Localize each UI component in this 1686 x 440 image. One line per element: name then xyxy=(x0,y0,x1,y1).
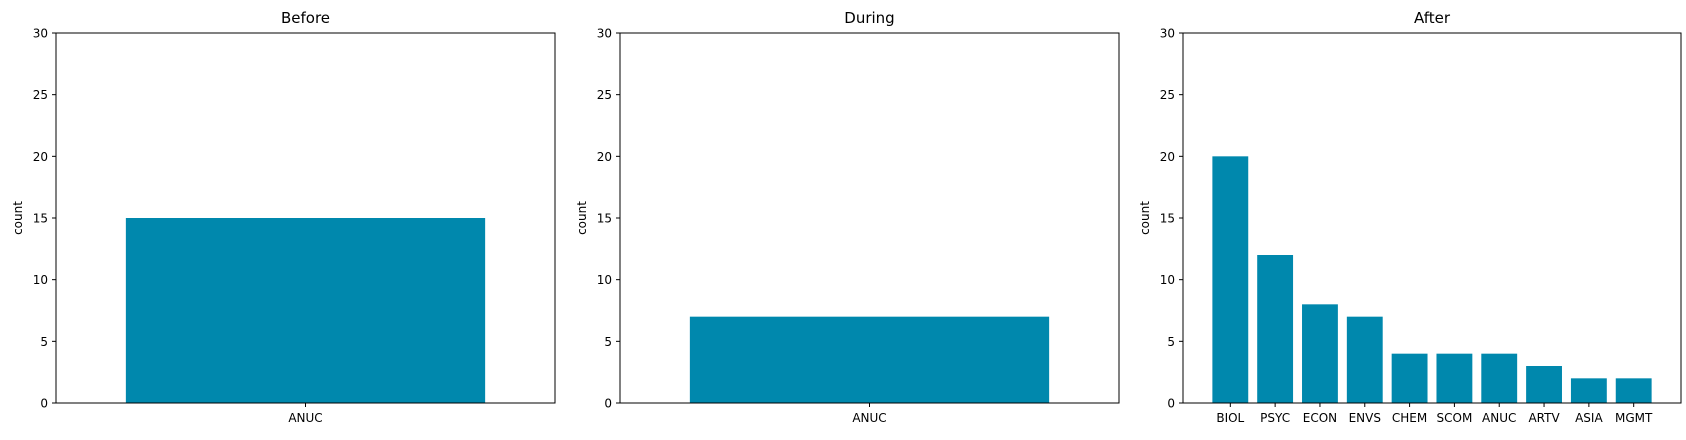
y-tick-label: 15 xyxy=(597,212,612,226)
y-tick-label: 30 xyxy=(1160,27,1175,41)
chart-title: Before xyxy=(281,9,330,27)
bar-anuc xyxy=(689,316,1050,403)
y-tick-label: 30 xyxy=(33,27,48,41)
y-tick-label: 5 xyxy=(1167,335,1175,349)
during-chart-panel: ANUC 0 5 10 15 20 25 30 count During xyxy=(575,9,1120,425)
bar-anuc xyxy=(125,218,486,403)
y-tick-label: 10 xyxy=(33,273,48,287)
y-tick-label: 20 xyxy=(33,150,48,164)
bar-chem xyxy=(1391,353,1428,403)
bar-biol xyxy=(1212,156,1249,403)
y-tick-label: 30 xyxy=(597,27,612,41)
after-chart-panel: BIOL PSYC ECON ENVS CHEM SCOM ANUC ARTV ASIA MGMT… xyxy=(1138,9,1682,425)
y-tick-label: 20 xyxy=(597,150,612,164)
y-axis-label: count xyxy=(575,201,589,235)
bar-artv xyxy=(1526,366,1562,403)
bar-scom xyxy=(1436,353,1473,403)
x-tick-label: ECON xyxy=(1303,411,1337,425)
y-tick-label: 5 xyxy=(40,335,48,349)
y-tick-label: 0 xyxy=(1167,397,1175,411)
y-tick-label: 15 xyxy=(33,212,48,226)
before-chart-panel: ANUC 0 5 10 15 20 25 30 count Before xyxy=(11,9,556,425)
x-tick-label: PSYC xyxy=(1260,411,1290,425)
bar-mgmt xyxy=(1615,378,1652,403)
x-tick-label: ANUC xyxy=(852,411,886,425)
bar-psyc xyxy=(1257,255,1294,403)
x-tick-label: SCOM xyxy=(1437,411,1473,425)
y-axis-label: count xyxy=(1138,201,1152,235)
x-tick-label: ASIA xyxy=(1575,411,1603,425)
bar-envs xyxy=(1346,316,1383,403)
chart-title: After xyxy=(1414,9,1451,27)
plot-frame xyxy=(1182,32,1682,404)
y-tick-label: 10 xyxy=(1160,273,1175,287)
x-tick-label: ENVS xyxy=(1349,411,1381,425)
plot-frame xyxy=(55,32,556,404)
x-tick-label: CHEM xyxy=(1392,411,1427,425)
x-tick-label: MGMT xyxy=(1615,411,1653,425)
x-tick-label: ARTV xyxy=(1528,411,1560,425)
y-tick-label: 20 xyxy=(1160,150,1175,164)
y-tick-label: 15 xyxy=(1160,212,1175,226)
y-tick-label: 10 xyxy=(597,273,612,287)
bar-anuc xyxy=(1481,353,1518,403)
x-tick-label: ANUC xyxy=(288,411,322,425)
y-tick-label: 25 xyxy=(1160,88,1175,102)
bar-asia xyxy=(1570,378,1607,403)
x-tick-label: BIOL xyxy=(1216,411,1244,425)
y-tick-label: 5 xyxy=(604,335,612,349)
y-axis-label: count xyxy=(11,201,25,235)
x-tick-label: ANUC xyxy=(1482,411,1516,425)
y-tick-label: 0 xyxy=(40,397,48,411)
chart-title: During xyxy=(844,9,894,27)
y-tick-label: 0 xyxy=(604,397,612,411)
y-tick-label: 25 xyxy=(33,88,48,102)
bar-econ xyxy=(1302,304,1338,403)
y-tick-label: 25 xyxy=(597,88,612,102)
plot-frame xyxy=(619,32,1120,404)
